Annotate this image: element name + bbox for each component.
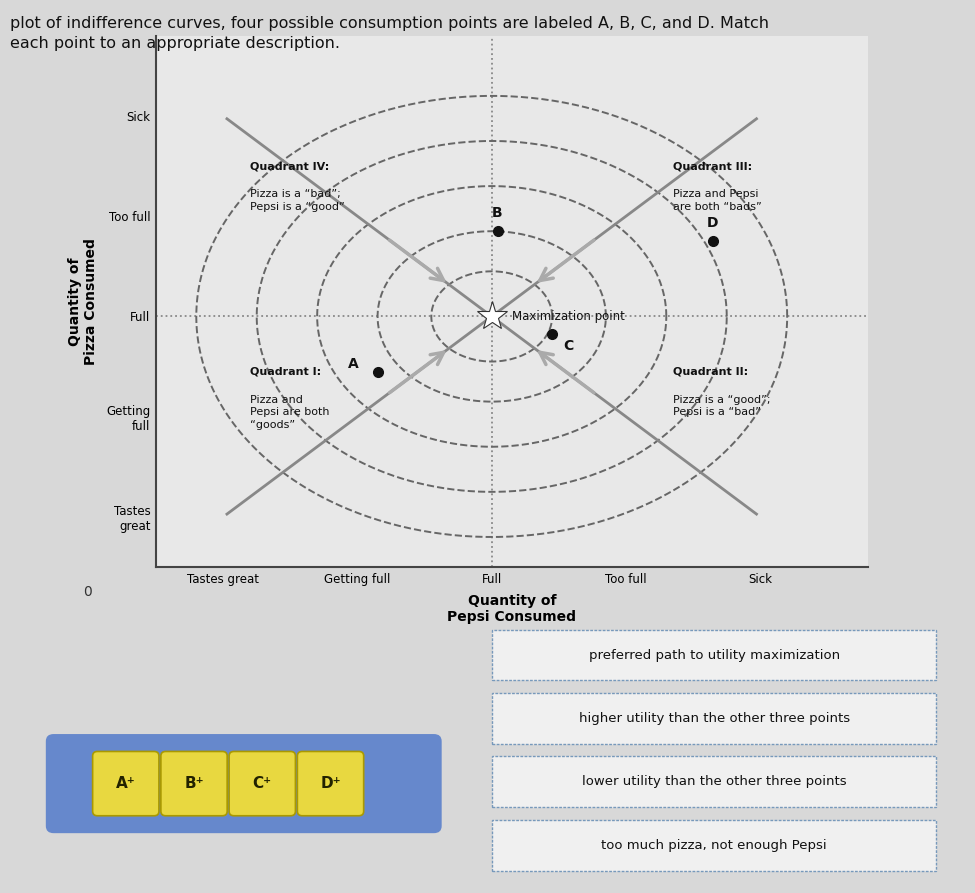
Text: Quadrant III:: Quadrant III: xyxy=(673,161,752,171)
Text: Pizza and
Pepsi are both
“goods”: Pizza and Pepsi are both “goods” xyxy=(250,395,330,430)
Text: Pizza is a “good”;
Pepsi is a “bad”: Pizza is a “good”; Pepsi is a “bad” xyxy=(673,395,770,417)
Text: B: B xyxy=(491,206,502,221)
Text: lower utility than the other three points: lower utility than the other three point… xyxy=(582,775,846,789)
Text: Pizza and Pepsi
are both “bads”: Pizza and Pepsi are both “bads” xyxy=(673,189,761,212)
X-axis label: Quantity of
Pepsi Consumed: Quantity of Pepsi Consumed xyxy=(448,594,576,624)
Text: B⁺: B⁺ xyxy=(184,776,204,791)
Text: Pizza is a “bad”;
Pepsi is a “good”: Pizza is a “bad”; Pepsi is a “good” xyxy=(250,189,345,212)
Text: A: A xyxy=(348,356,359,371)
Text: D⁺: D⁺ xyxy=(320,776,341,791)
Text: Quadrant I:: Quadrant I: xyxy=(250,366,321,377)
Text: 0: 0 xyxy=(83,585,92,599)
Y-axis label: Quantity of
Pizza Consumed: Quantity of Pizza Consumed xyxy=(67,238,98,365)
Text: higher utility than the other three points: higher utility than the other three poin… xyxy=(578,712,850,725)
Text: Quadrant IV:: Quadrant IV: xyxy=(250,161,330,171)
Text: C⁺: C⁺ xyxy=(253,776,272,791)
Text: too much pizza, not enough Pepsi: too much pizza, not enough Pepsi xyxy=(602,839,827,852)
Text: preferred path to utility maximization: preferred path to utility maximization xyxy=(589,648,839,662)
Text: plot of indifference curves, four possible consumption points are labeled A, B, : plot of indifference curves, four possib… xyxy=(10,16,768,51)
Text: A⁺: A⁺ xyxy=(116,776,136,791)
Text: C: C xyxy=(563,338,573,353)
Text: Quadrant II:: Quadrant II: xyxy=(673,366,748,377)
Text: D: D xyxy=(707,216,719,230)
Text: Maximization point: Maximization point xyxy=(512,310,625,323)
